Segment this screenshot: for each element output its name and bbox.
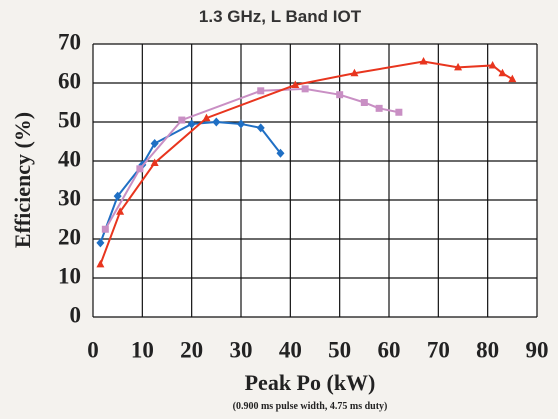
x-axis-label: Peak Po (kW)	[245, 370, 376, 395]
y-tick-label: 70	[58, 29, 81, 54]
x-tick-label: 60	[378, 337, 401, 362]
data-point	[395, 109, 402, 116]
chart-title: 1.3 GHz, L Band IOT	[199, 7, 362, 26]
data-point	[136, 165, 143, 172]
x-axis-sublabel: (0.900 ms pulse width, 4.75 ms duty)	[233, 401, 388, 412]
x-tick-label: 20	[180, 337, 203, 362]
x-tick-label: 10	[131, 337, 154, 362]
x-tick-label: 50	[328, 337, 351, 362]
x-tick-label: 70	[427, 337, 450, 362]
y-tick-label: 20	[58, 224, 81, 249]
data-point	[302, 85, 309, 92]
x-tick-label: 0	[87, 337, 99, 362]
data-point	[376, 105, 383, 112]
x-tick-label: 40	[279, 337, 302, 362]
x-tick-label: 80	[476, 337, 499, 362]
data-point	[178, 117, 185, 124]
y-tick-label: 40	[58, 146, 81, 171]
y-tick-label: 50	[58, 107, 81, 132]
data-point	[257, 87, 264, 94]
chart: 1.3 GHz, L Band IOT Peak Po (kW) (0.900 …	[0, 0, 558, 419]
y-tick-label: 60	[58, 68, 81, 93]
y-tick-label: 30	[58, 185, 81, 210]
y-tick-label: 0	[70, 302, 82, 327]
y-tick-label: 10	[58, 263, 81, 288]
y-axis-label: Efficiency (%)	[10, 112, 35, 248]
plot-area	[93, 44, 537, 317]
x-tick-label: 90	[526, 337, 549, 362]
x-tick-label: 30	[230, 337, 253, 362]
data-point	[361, 99, 368, 106]
data-point	[336, 91, 343, 98]
data-point	[102, 226, 109, 233]
